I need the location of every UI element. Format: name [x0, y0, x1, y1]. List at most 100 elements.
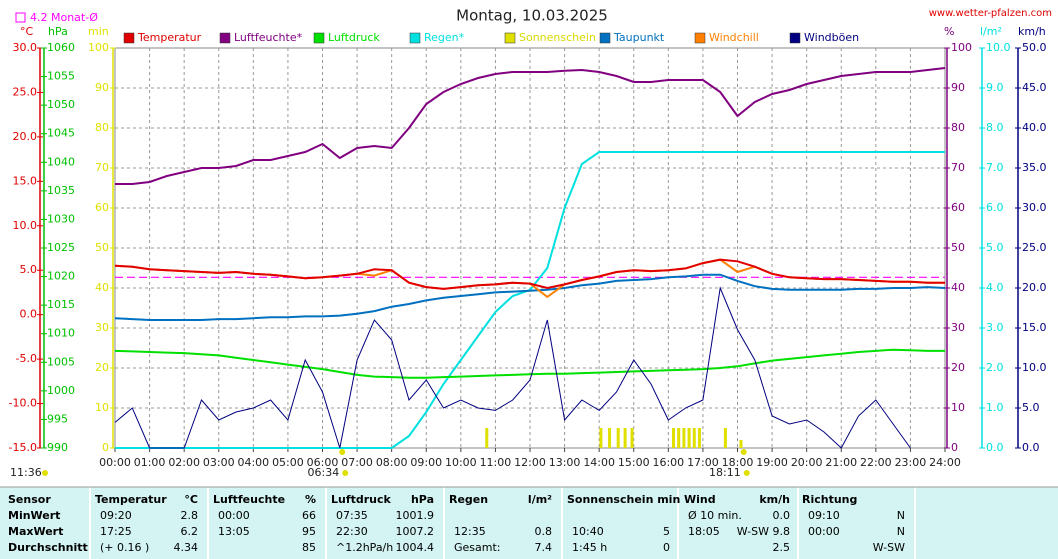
y-tick-label: 10.0 [13, 219, 38, 232]
y-tick-label: 995 [47, 412, 68, 425]
y-tick-label: 1005 [47, 355, 75, 368]
series-line [114, 348, 945, 379]
sunshine-bar [608, 428, 612, 448]
table-header: l/m² [528, 493, 552, 506]
x-tick-label: 16:00 [652, 456, 684, 469]
x-tick-label: 07:00 [341, 456, 373, 469]
sun-icon [743, 470, 750, 476]
y-tick-label: 20.0 [13, 130, 38, 143]
table-cell: 18:05 [688, 525, 720, 538]
table-cell: 00:00 [218, 509, 250, 522]
series-line [114, 286, 911, 449]
legend-label: Temperatur [137, 31, 202, 44]
legend-label: Taupunkt [613, 31, 665, 44]
table-cell: 66 [302, 509, 316, 522]
series-line [115, 67, 946, 185]
sunshine-bar [485, 428, 489, 448]
legend-swatch [694, 32, 706, 44]
table-cell: 6.2 [181, 525, 199, 538]
y-tick-label: 5.0 [20, 263, 38, 276]
sunshine-bar [723, 428, 727, 448]
y-tick-label: 20 [951, 361, 965, 374]
legend-swatch [504, 32, 516, 44]
y-tick-label: 8.0 [986, 121, 1004, 134]
sun-icon [42, 470, 48, 476]
axis-unit: % [944, 25, 954, 38]
table-header: hPa [411, 493, 434, 506]
y-tick-label: 30.0 [1022, 201, 1047, 214]
y-tick-label: 1.0 [986, 401, 1004, 414]
table-header: km/h [759, 493, 790, 506]
table-header: °C [184, 493, 198, 506]
y-tick-label: 10.0 [1022, 361, 1047, 374]
sunshine-bar [692, 428, 696, 448]
y-tick-label: 0.0 [1022, 441, 1040, 454]
sunshine-bar [623, 428, 627, 448]
table-header: % [305, 493, 316, 506]
y-tick-label: 1030 [47, 212, 75, 225]
y-tick-label: 90 [951, 81, 965, 94]
y-tick-label: 9.0 [986, 81, 1004, 94]
x-tick-label: 20:00 [791, 456, 823, 469]
y-tick-label: 15.0 [1022, 321, 1047, 334]
y-tick-label: 990 [47, 441, 68, 454]
table-cell: 17:25 [100, 525, 132, 538]
y-tick-label: 60 [951, 201, 965, 214]
table-cell: 1:45 h [572, 541, 607, 554]
y-tick-label: 2.0 [986, 361, 1004, 374]
y-tick-label: 50 [95, 241, 109, 254]
y-tick-label: 10 [95, 401, 109, 414]
table-cell: 10:40 [572, 525, 604, 538]
y-tick-label: 10 [951, 401, 965, 414]
y-tick-label: 1060 [47, 41, 75, 54]
y-tick-label: 20 [95, 361, 109, 374]
legend-swatch [123, 32, 135, 44]
y-tick-label: 70 [951, 161, 965, 174]
y-tick-label: 1035 [47, 184, 75, 197]
avg-label: 4.2 Monat-Ø [30, 11, 98, 24]
x-tick-label: 04:00 [237, 456, 269, 469]
y-tick-label: 1015 [47, 298, 75, 311]
table-cell: N [897, 525, 905, 538]
y-tick-label: 1050 [47, 98, 75, 111]
y-tick-label: 1040 [47, 155, 75, 168]
table-cell: W-SW [873, 541, 905, 554]
table-cell: 1001.9 [396, 509, 435, 522]
x-tick-label: 11:00 [480, 456, 512, 469]
y-tick-label: 1025 [47, 241, 75, 254]
table-header: Temperatur [95, 493, 167, 506]
sun-icon [342, 470, 349, 476]
table-header: Richtung [802, 493, 857, 506]
y-tick-label: 70 [95, 161, 109, 174]
legend-swatch [409, 32, 421, 44]
y-tick-label: 50.0 [1022, 41, 1047, 54]
table-cell: 22:30 [336, 525, 368, 538]
y-tick-label: 40 [951, 281, 965, 294]
y-tick-label: 1020 [47, 270, 75, 283]
axis-unit: °C [20, 25, 34, 38]
sunshine-bar [630, 428, 634, 448]
legend-label: Luftdruck [328, 31, 380, 44]
legend-swatch [313, 32, 325, 44]
x-tick-label: 09:00 [410, 456, 442, 469]
table-header: Sensor [8, 493, 51, 506]
table-cell: 12:35 [454, 525, 486, 538]
sunshine-bar [672, 428, 676, 448]
y-tick-label: 100 [88, 41, 109, 54]
x-tick-label: 24:00 [929, 456, 961, 469]
x-tick-label: 12:00 [514, 456, 546, 469]
y-tick-label: 25.0 [1022, 241, 1047, 254]
legend-label: Windchill [709, 31, 759, 44]
table-cell: 5 [663, 525, 670, 538]
table-header: Luftdruck [331, 493, 392, 506]
y-tick-label: 30 [95, 321, 109, 334]
annotation: 18:11 [709, 466, 741, 479]
legend-swatch [219, 32, 231, 44]
y-tick-label: 10.0 [986, 41, 1011, 54]
x-tick-label: 02:00 [168, 456, 200, 469]
y-tick-label: 1010 [47, 327, 75, 340]
table-cell: (+ 0.16 ) [100, 541, 149, 554]
table-cell: 7.4 [535, 541, 553, 554]
y-tick-label: 45.0 [1022, 81, 1047, 94]
